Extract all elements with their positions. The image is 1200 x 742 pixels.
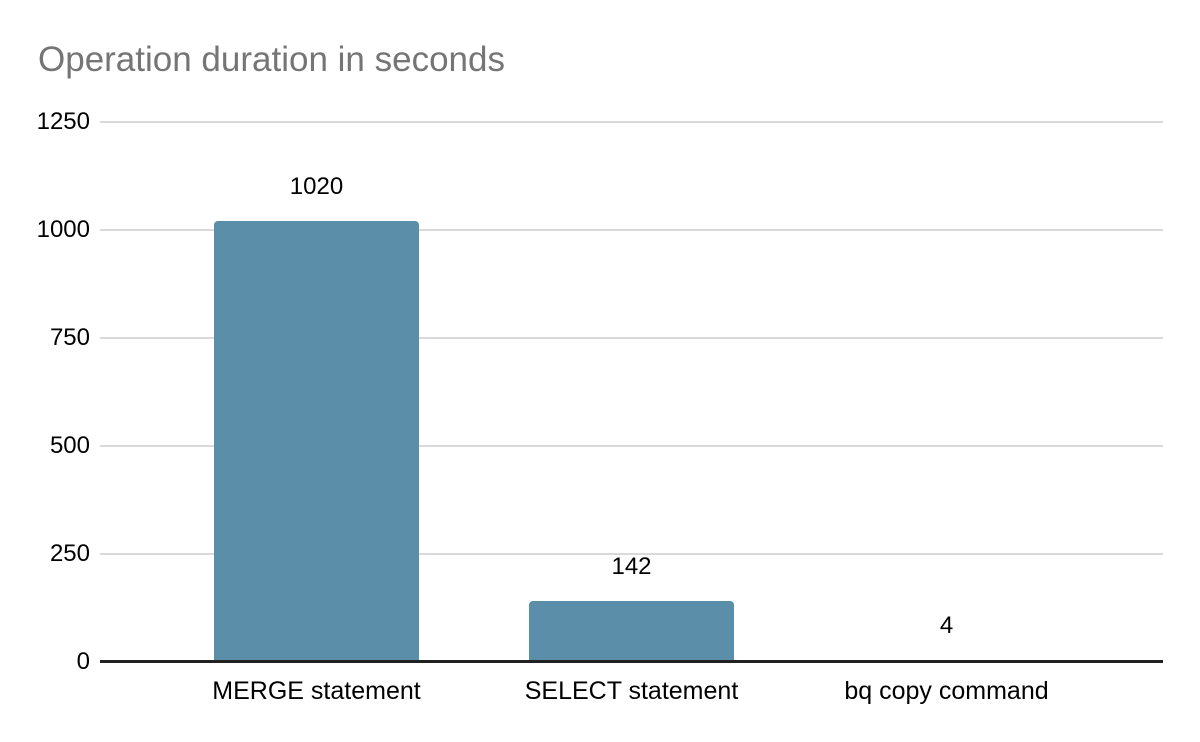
gridline [100,553,1163,555]
category-label: MERGE statement [212,677,421,705]
gridline [100,337,1163,339]
y-axis-tick-label: 250 [49,540,90,567]
bar [529,600,734,662]
chart-title: Operation duration in seconds [38,40,505,79]
bar [214,221,419,662]
y-axis-tick-label: 500 [49,432,90,459]
y-axis-tick-label: 1250 [36,108,90,135]
gridline [100,229,1163,231]
bar-value-label: 4 [939,612,954,640]
category-label: SELECT statement [524,677,739,705]
y-axis-tick-label: 1000 [36,216,90,243]
gridline [100,445,1163,447]
y-axis-tick-label: 0 [76,648,90,675]
x-axis-line [100,660,1163,663]
y-axis-tick-label: 750 [49,324,90,351]
category-label: bq copy command [844,677,1049,705]
bar-value-label: 1020 [289,173,344,201]
gridline [100,121,1163,123]
bar-value-label: 142 [611,552,652,580]
